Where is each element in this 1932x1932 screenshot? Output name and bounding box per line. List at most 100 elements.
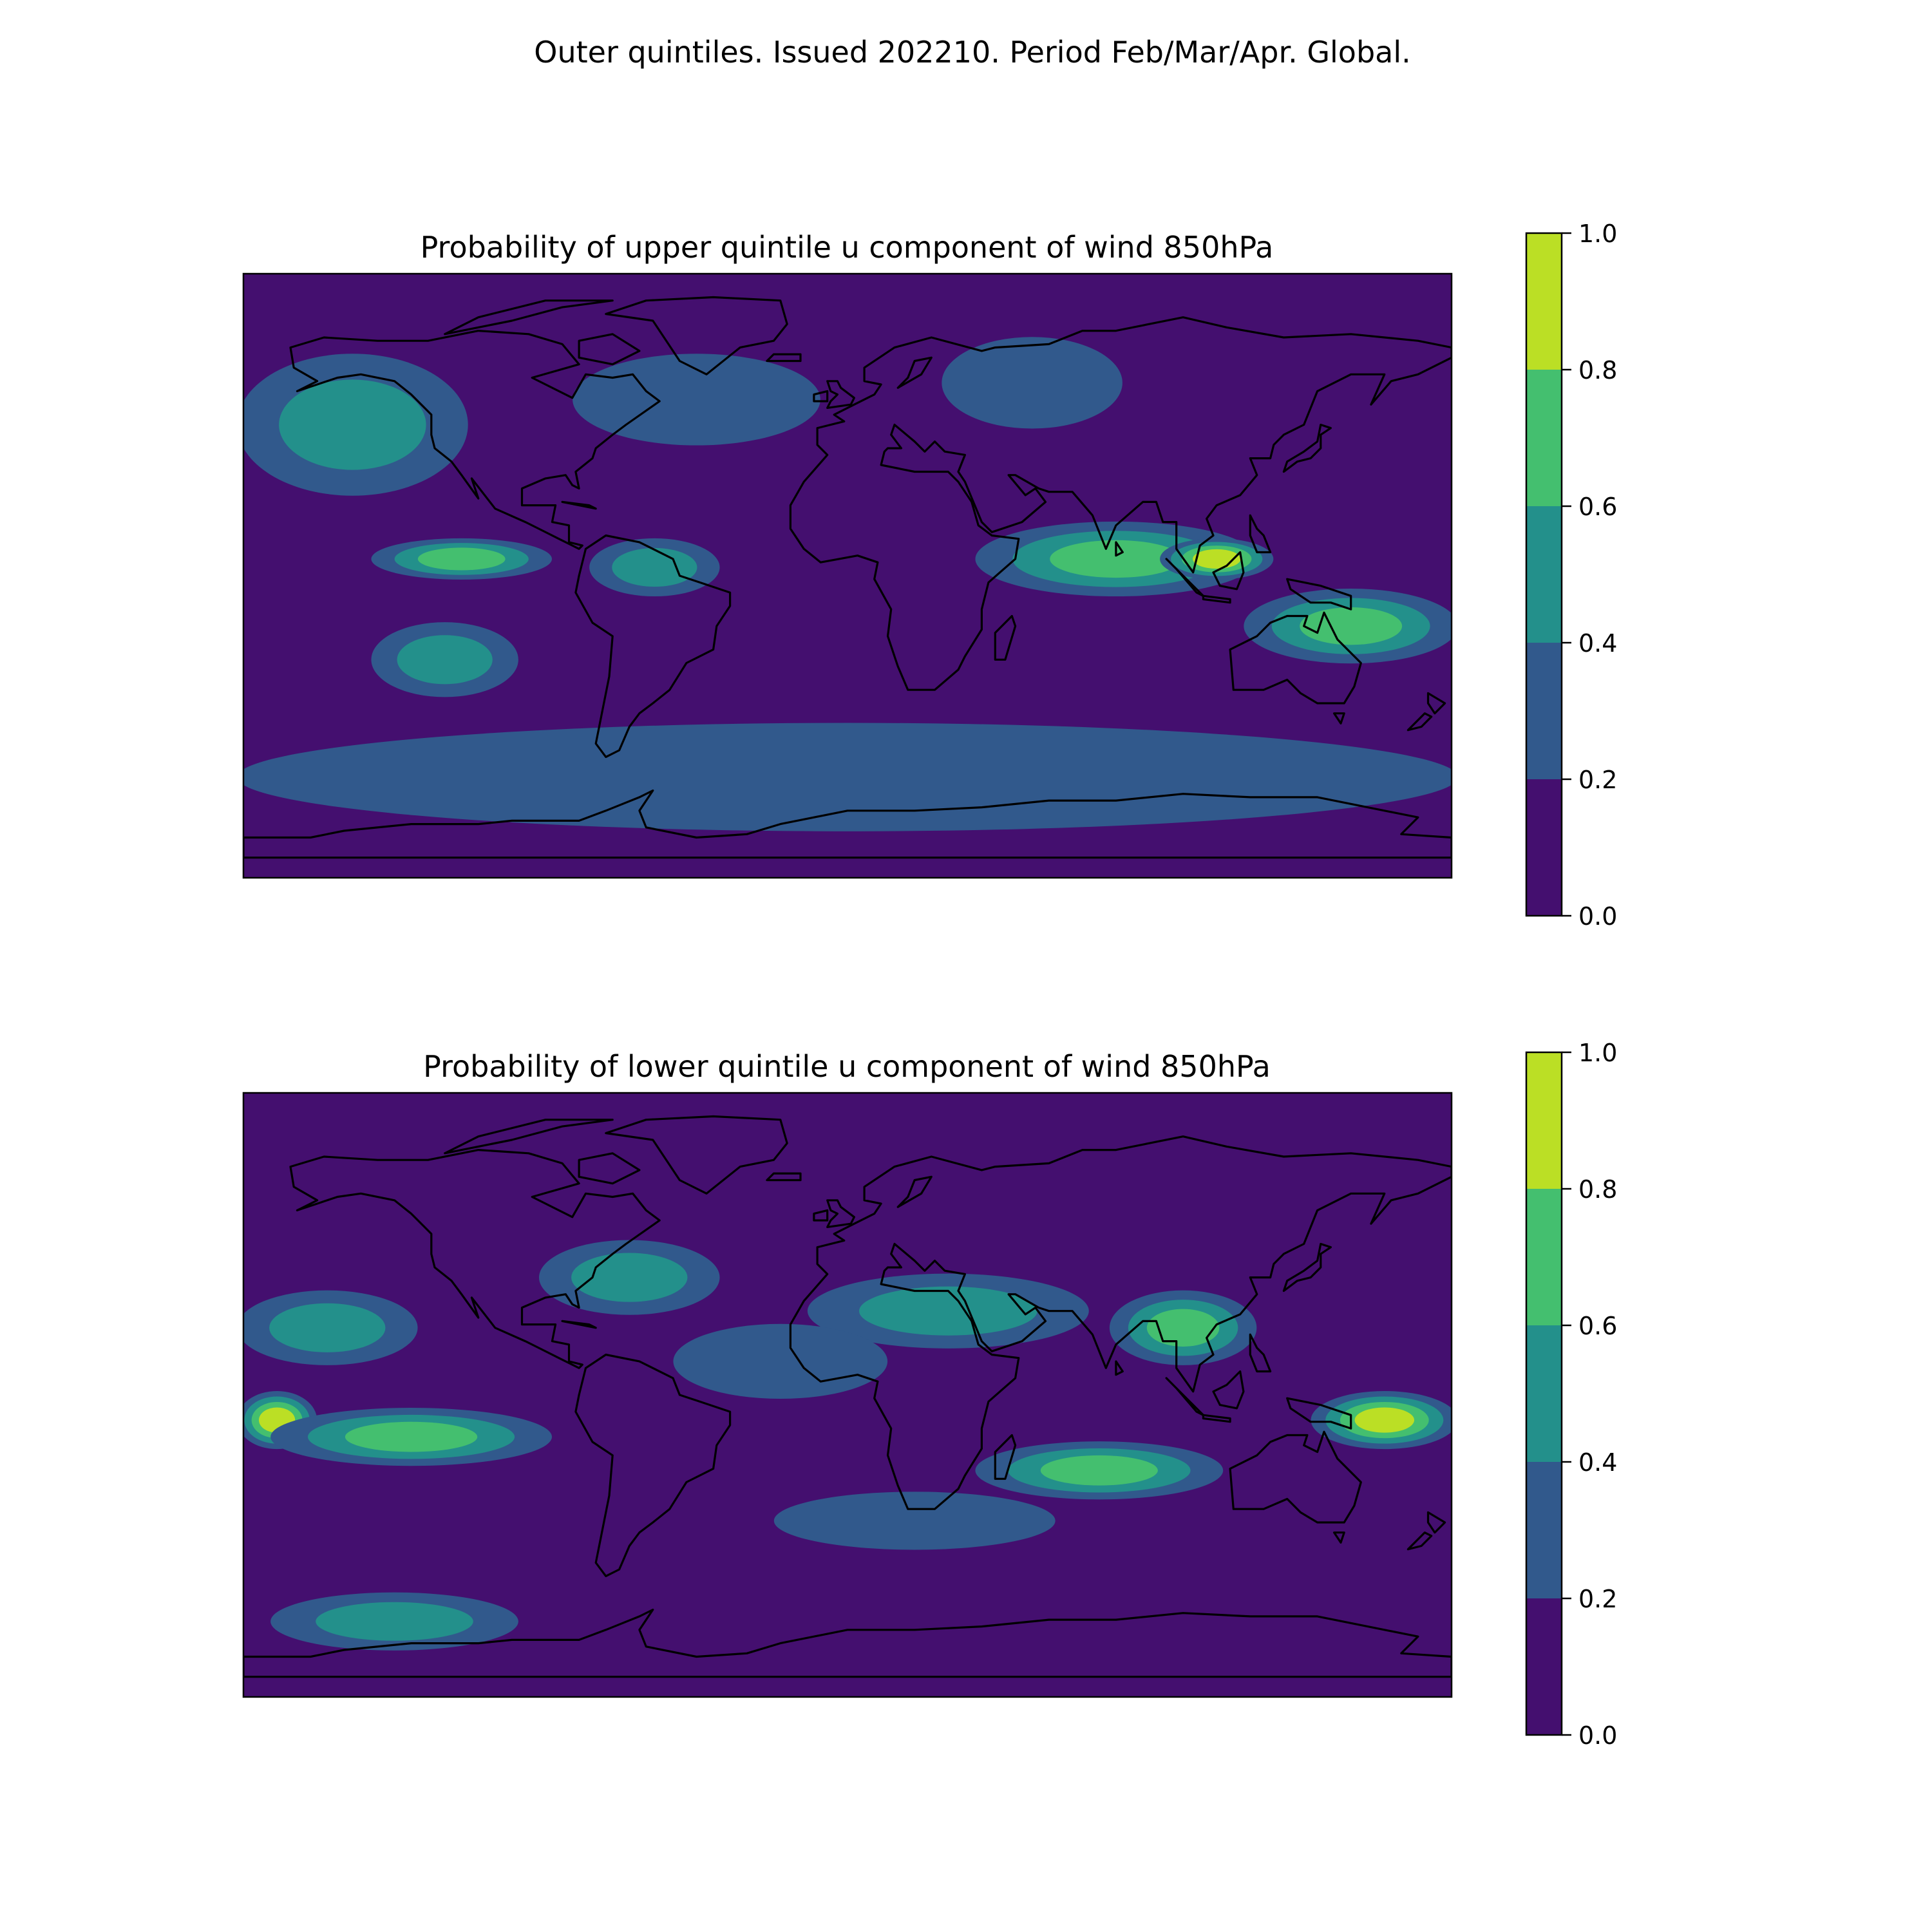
figure-suptitle: Outer quintiles. Issued 202210. Period F… xyxy=(534,35,1411,70)
coastline-new-zealand-south xyxy=(1406,712,1433,732)
lower-quintile-map-title: Probability of lower quintile u componen… xyxy=(423,1049,1271,1084)
colorbar-tick-label: 0.4 xyxy=(1578,629,1617,658)
coastline-scandinavia-lake xyxy=(896,1175,933,1208)
colorbar-band-2 xyxy=(1526,1325,1562,1462)
coastline-iceland xyxy=(766,353,802,363)
coastline-sumatra xyxy=(1165,1377,1204,1416)
lower-quintile-map-frame xyxy=(242,1092,1453,1698)
coastline-cuba xyxy=(561,1320,597,1329)
region-north-pacific-level-2 xyxy=(279,379,426,470)
coastline-tasmania xyxy=(1333,1531,1345,1544)
upper-quintile-colorbar: 0.0 0.2 0.4 0.6 0.8 1.0 xyxy=(1525,220,1617,931)
coastline-java xyxy=(1202,594,1231,604)
region-north-pacific-subtropics-level-2 xyxy=(269,1303,386,1352)
coastline-new-guinea xyxy=(1286,578,1352,611)
lower-quintile-colorbar: 0.0 0.2 0.4 0.6 0.8 1.0 xyxy=(1525,1039,1617,1750)
coastline-java xyxy=(1202,1414,1231,1423)
coastline-madagascar xyxy=(994,1434,1017,1480)
region-western-pacific-level-4 xyxy=(1354,1407,1415,1433)
coastline-uk xyxy=(826,1199,855,1228)
region-central-asia-level-1 xyxy=(942,337,1122,429)
coastline-philippines xyxy=(1249,514,1272,554)
coastline-borneo xyxy=(1212,551,1245,591)
coastline-cuba xyxy=(561,500,597,510)
upper-quintile-map-title: Probability of upper quintile u componen… xyxy=(421,230,1274,265)
region-tropical-atlantic-level-1 xyxy=(673,1323,888,1399)
region-south-pacific-band-level-3 xyxy=(345,1421,478,1452)
colorbar-band-4 xyxy=(1526,1052,1562,1189)
region-southern-ocean-pacific-sector-level-2 xyxy=(316,1602,473,1641)
coastline-tasmania xyxy=(1333,712,1345,724)
coastline-antarctica xyxy=(243,1608,1452,1678)
coastline-japan xyxy=(1282,423,1332,473)
upper-quintile-map xyxy=(243,274,1452,878)
coastline-south-america xyxy=(574,534,732,758)
coastline-greenland xyxy=(605,296,788,375)
coastline-greenland xyxy=(605,1115,788,1195)
coastline-arctic-archipelago xyxy=(444,1119,614,1155)
coastline-borneo xyxy=(1212,1370,1245,1410)
coastline-baffin xyxy=(578,333,641,366)
coastline-arctic-archipelago xyxy=(444,299,614,336)
region-southern-ocean-level-1 xyxy=(243,723,1452,831)
coastline-sri-lanka xyxy=(1115,541,1124,557)
coastline-north-america xyxy=(289,330,661,550)
coastline-baffin xyxy=(578,1152,641,1185)
coastline-sumatra xyxy=(1165,558,1204,597)
region-south-of-africa-level-1 xyxy=(773,1492,1056,1550)
colorbar-band-1 xyxy=(1526,1462,1562,1598)
region-north-indian-ocean-level-3 xyxy=(1050,540,1182,578)
upper-quintile-map-frame xyxy=(242,272,1453,879)
colorbar-band-3 xyxy=(1526,1189,1562,1325)
colorbar-tick-label: 0.2 xyxy=(1578,766,1617,794)
region-southern-indian-ocean-level-3 xyxy=(1040,1455,1158,1486)
coastline-new-guinea xyxy=(1286,1397,1352,1430)
coastline-africa-eurasia xyxy=(789,1135,1452,1510)
region-eastern-pacific-itcz-level-3 xyxy=(417,547,506,571)
coastline-australia xyxy=(1229,1430,1362,1524)
coastline-north-america xyxy=(289,1149,661,1369)
colorbar-tick-label: 0.6 xyxy=(1578,1312,1617,1340)
region-northern-australia-level-3 xyxy=(1300,607,1403,645)
colorbar-tick-label: 0.6 xyxy=(1578,493,1617,521)
coastline-antarctica xyxy=(243,789,1452,859)
coastline-new-zealand-north xyxy=(1426,692,1446,715)
coastline-australia xyxy=(1229,611,1362,705)
colorbar-band-2 xyxy=(1526,506,1562,643)
region-north-atlantic-level-1 xyxy=(573,354,820,446)
lower-quintile-map xyxy=(243,1093,1452,1697)
region-north-africa-middle-east-level-2 xyxy=(859,1286,1037,1336)
coastline-ireland xyxy=(813,1209,829,1222)
colorbar-tick-label: 0.0 xyxy=(1578,1721,1617,1750)
colorbar-band-1 xyxy=(1526,643,1562,779)
coastline-iceland xyxy=(766,1172,802,1182)
region-northern-south-america-level-2 xyxy=(612,547,697,587)
colorbar-tick-label: 0.2 xyxy=(1578,1585,1617,1613)
region-southeast-pacific-level-2 xyxy=(397,635,493,685)
colorbar-outline xyxy=(1525,1051,1563,1736)
colorbar-tick-label: 0.4 xyxy=(1578,1448,1617,1477)
coastline-south-america xyxy=(574,1353,732,1577)
coastline-uk xyxy=(826,380,855,409)
colorbar-tick-label: 0.0 xyxy=(1578,902,1617,931)
colorbar-band-0 xyxy=(1526,779,1562,916)
colorbar-band-0 xyxy=(1526,1598,1562,1735)
coastline-africa-eurasia xyxy=(789,316,1452,691)
coastline-madagascar xyxy=(994,614,1017,661)
coastline-new-zealand-north xyxy=(1426,1511,1446,1534)
coastline-philippines xyxy=(1249,1333,1272,1373)
colorbar-band-3 xyxy=(1526,370,1562,506)
colorbar-tick-label: 1.0 xyxy=(1578,1039,1617,1067)
colorbar-outline xyxy=(1525,232,1563,917)
coastline-sri-lanka xyxy=(1115,1360,1124,1376)
coastline-new-zealand-south xyxy=(1406,1531,1433,1551)
colorbar-tick-label: 0.8 xyxy=(1578,1175,1617,1204)
coastline-scandinavia-lake xyxy=(896,356,933,389)
coastline-japan xyxy=(1282,1242,1332,1293)
colorbar-band-4 xyxy=(1526,233,1562,370)
colorbar-tick-label: 1.0 xyxy=(1578,220,1617,248)
region-southeast-asia-level-3 xyxy=(1146,1309,1220,1347)
region-western-north-atlantic-level-2 xyxy=(571,1253,688,1302)
colorbar-tick-label: 0.8 xyxy=(1578,356,1617,384)
